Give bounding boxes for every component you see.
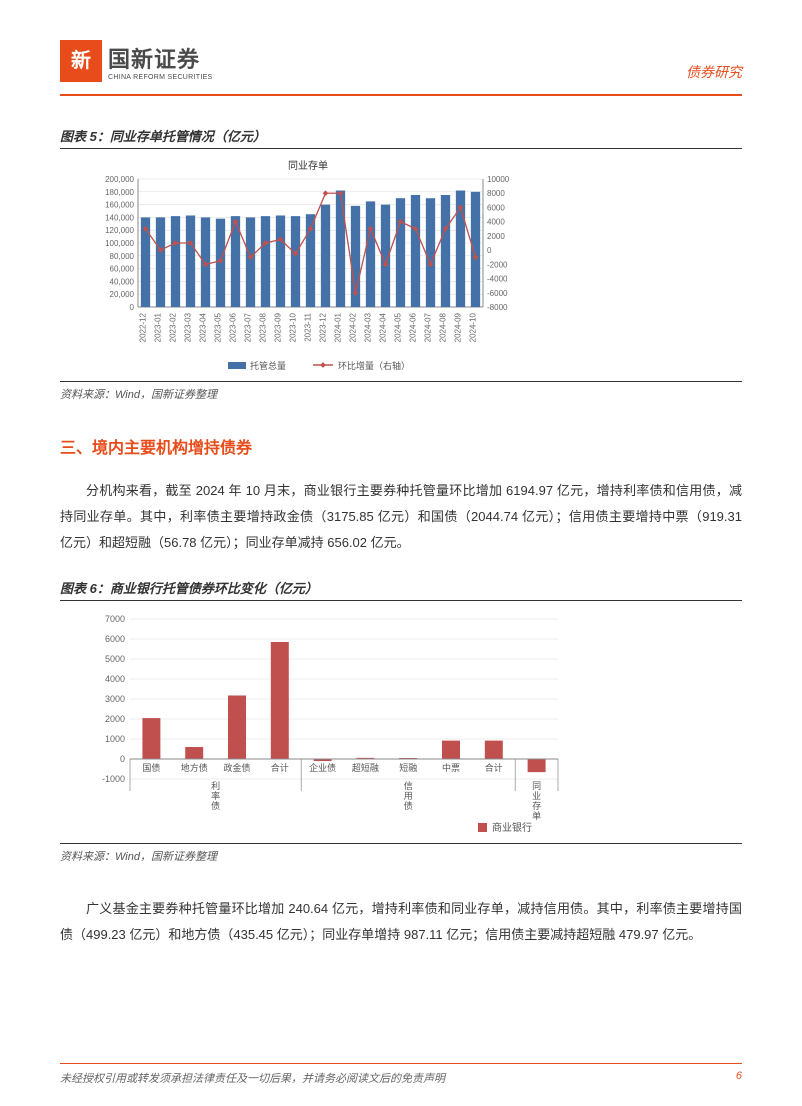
svg-text:0: 0: [487, 246, 492, 255]
svg-text:2024-02: 2024-02: [349, 312, 358, 342]
para2: 广义基金主要券种托管量环比增加 240.64 亿元，增持利率债和同业存单，减持信…: [60, 896, 742, 948]
svg-text:10000: 10000: [487, 175, 510, 184]
page-header: 新 国新证券 CHINA REFORM SECURITIES 债券研究: [60, 40, 742, 82]
svg-text:2024-09: 2024-09: [454, 312, 463, 342]
svg-text:7000: 7000: [105, 614, 125, 624]
svg-text:2023-08: 2023-08: [259, 312, 268, 342]
svg-text:2023-02: 2023-02: [169, 312, 178, 342]
svg-text:0: 0: [120, 754, 125, 764]
svg-text:2000: 2000: [105, 714, 125, 724]
svg-text:-4000: -4000: [487, 275, 508, 284]
chart6-source: 资料来源：Wind，国新证券整理: [60, 843, 742, 864]
company-name-cn: 国新证券: [108, 42, 213, 74]
svg-text:合计: 合计: [485, 762, 503, 773]
svg-text:同业存单: 同业存单: [288, 159, 328, 172]
svg-text:2023-11: 2023-11: [304, 312, 313, 341]
logo-mark: 新: [60, 40, 102, 82]
svg-text:2024-07: 2024-07: [424, 312, 433, 342]
svg-text:2023-10: 2023-10: [289, 312, 298, 342]
svg-text:2023-05: 2023-05: [214, 312, 223, 342]
svg-text:60,000: 60,000: [110, 265, 135, 274]
svg-text:2024-05: 2024-05: [394, 312, 403, 342]
chart5-source: 资料来源：Wind，国新证券整理: [60, 381, 742, 402]
svg-text:合计: 合计: [271, 762, 289, 773]
svg-text:4000: 4000: [487, 218, 505, 227]
svg-text:企业债: 企业债: [309, 762, 336, 773]
chart6-title: 图表 6：商业银行托管债券环比变化（亿元）: [60, 578, 742, 601]
svg-text:6000: 6000: [105, 634, 125, 644]
svg-text:地方债: 地方债: [181, 762, 208, 773]
company-logo: 新 国新证券 CHINA REFORM SECURITIES: [60, 40, 213, 82]
chart6: -1000 0 1000 2000 3000 4000 5000 6000 7000 国债 地方债 政…: [88, 609, 742, 839]
svg-text:-6000: -6000: [487, 289, 508, 298]
svg-text:中票: 中票: [442, 762, 460, 773]
company-name-en: CHINA REFORM SECURITIES: [108, 74, 213, 81]
svg-text:同业存单: 同业存单: [532, 781, 541, 821]
svg-text:国债: 国债: [142, 762, 160, 773]
svg-text:2023-01: 2023-01: [154, 312, 163, 342]
page-number: 6: [736, 1070, 742, 1086]
document-type: 债券研究: [686, 62, 742, 82]
header-divider: [60, 94, 742, 96]
footer-disclaimer: 未经授权引用或转发须承担法律责任及一切后果，并请务必阅读文后的免责声明: [60, 1070, 445, 1086]
svg-text:1000: 1000: [105, 734, 125, 744]
svg-text:2023-07: 2023-07: [244, 312, 253, 342]
svg-text:政金债: 政金债: [223, 762, 250, 773]
chart5-title: 图表 5：同业存单托管情况（亿元）: [60, 126, 742, 149]
svg-text:0: 0: [130, 303, 135, 312]
svg-text:利率债: 利率债: [211, 780, 220, 811]
svg-text:2000: 2000: [487, 232, 505, 241]
svg-text:2024-01: 2024-01: [334, 312, 343, 342]
chart5: 同业存单 0 20,000 40,000 60,000 80,000 100,000 120,…: [88, 157, 742, 377]
svg-text:200,000: 200,000: [105, 175, 134, 184]
svg-text:160,000: 160,000: [105, 201, 134, 210]
svg-text:40,000: 40,000: [110, 277, 135, 286]
svg-text:超短融: 超短融: [352, 762, 379, 773]
svg-text:2024-03: 2024-03: [364, 312, 373, 342]
svg-text:托管总量: 托管总量: [250, 360, 286, 371]
svg-text:5000: 5000: [105, 654, 125, 664]
svg-text:2024-10: 2024-10: [469, 312, 478, 342]
section3-para1: 分机构来看，截至 2024 年 10 月末，商业银行主要券种托管量环比增加 61…: [60, 478, 742, 556]
svg-text:2023-04: 2023-04: [199, 312, 208, 342]
svg-text:2024-08: 2024-08: [439, 312, 448, 342]
svg-text:80,000: 80,000: [110, 252, 135, 261]
svg-text:2023-09: 2023-09: [274, 312, 283, 342]
svg-text:2023-12: 2023-12: [319, 312, 328, 342]
svg-text:2023-06: 2023-06: [229, 312, 238, 342]
section3-title: 三、境内主要机构增持债券: [60, 434, 742, 458]
svg-text:2023-03: 2023-03: [184, 312, 193, 342]
svg-text:120,000: 120,000: [105, 226, 134, 235]
svg-text:6000: 6000: [487, 203, 505, 212]
svg-text:20,000: 20,000: [110, 290, 135, 299]
svg-text:2024-06: 2024-06: [409, 312, 418, 342]
svg-text:-8000: -8000: [487, 303, 508, 312]
svg-text:180,000: 180,000: [105, 188, 134, 197]
logo-glyph: 新: [71, 51, 91, 71]
svg-text:信用债: 信用债: [404, 780, 413, 811]
svg-text:3000: 3000: [105, 694, 125, 704]
svg-text:2024-04: 2024-04: [379, 312, 388, 342]
svg-text:环比增量（右轴）: 环比增量（右轴）: [338, 360, 410, 371]
page-footer: 未经授权引用或转发须承担法律责任及一切后果，并请务必阅读文后的免责声明 6: [60, 1063, 742, 1086]
svg-text:2022-12: 2022-12: [139, 312, 148, 342]
svg-text:短融: 短融: [399, 762, 417, 773]
svg-text:-2000: -2000: [487, 260, 508, 269]
svg-text:8000: 8000: [487, 189, 505, 198]
svg-text:-1000: -1000: [102, 774, 125, 784]
svg-text:140,000: 140,000: [105, 213, 134, 222]
svg-text:4000: 4000: [105, 674, 125, 684]
svg-text:商业银行: 商业银行: [492, 821, 532, 834]
svg-text:100,000: 100,000: [105, 239, 134, 248]
